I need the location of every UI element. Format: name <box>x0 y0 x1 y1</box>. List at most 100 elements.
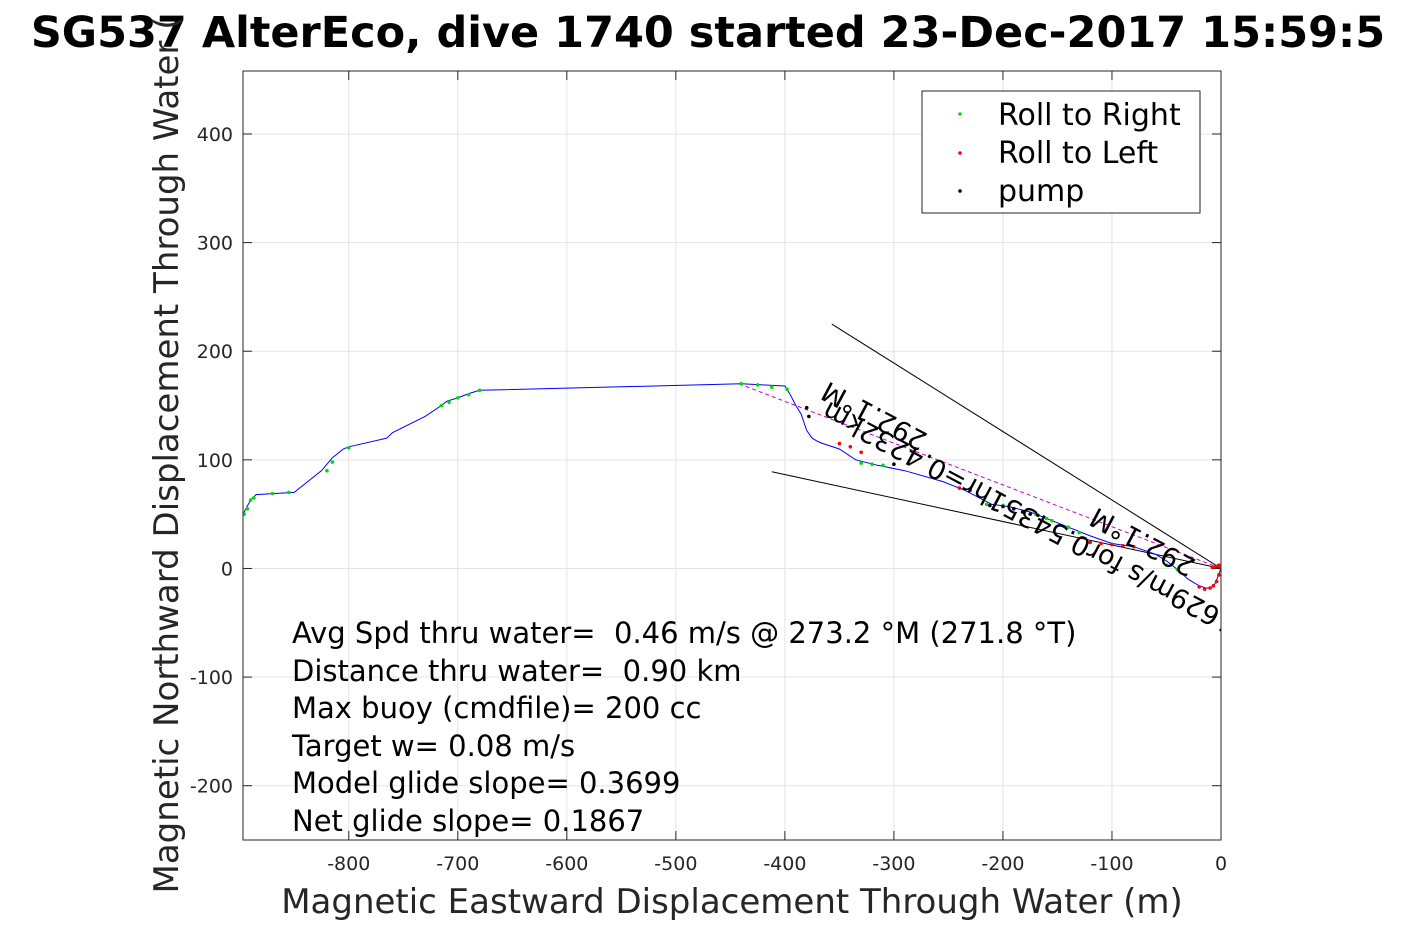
chart-title: SG537 AlterEco, dive 1740 started 23-Dec… <box>31 8 1385 58</box>
y-tick-label: 100 <box>197 450 233 472</box>
annotation-net-glide: Net glide slope= 0.1867 <box>292 804 644 838</box>
x-tick-label: -100 <box>1090 853 1133 875</box>
y-tick-labels: 400 300 200 100 0 -100 -200 <box>190 124 233 798</box>
y-tick-label: 200 <box>197 341 233 363</box>
y-tick-label: -100 <box>190 667 233 689</box>
pump-point <box>1012 506 1016 511</box>
roll-left-point <box>1202 587 1207 591</box>
y-axis-label: Magnetic Northward Displacement Through … <box>147 17 187 894</box>
roll-left-point <box>1099 541 1103 546</box>
roll-right-point <box>1175 567 1180 572</box>
roll-right-point <box>984 502 989 507</box>
roll-left-point <box>1213 564 1218 569</box>
y-tick-label: -200 <box>190 776 233 798</box>
plot-frame <box>242 70 1222 841</box>
roll-right-point <box>785 387 789 392</box>
roll-left-point <box>1210 565 1215 570</box>
roll-left-point <box>1088 540 1092 545</box>
roll-left-point <box>968 488 973 493</box>
roll-left-point <box>837 441 842 446</box>
roll-right-point <box>270 491 275 496</box>
roll-right-point <box>447 400 451 405</box>
legend-marker-roll-left <box>958 151 962 155</box>
roll-right-point <box>245 506 250 511</box>
pump-point <box>1020 510 1025 514</box>
roll-left-point <box>957 486 962 490</box>
roll-left-point <box>1208 586 1212 590</box>
legend-marker-roll-right <box>958 112 962 116</box>
roll-left-point <box>1121 543 1125 548</box>
legend-label-roll-right: Roll to Right <box>998 98 1181 133</box>
x-tick-label: -700 <box>436 853 479 875</box>
annotation-distance: Distance thru water= 0.90 km <box>292 654 742 688</box>
annotation-max-buoy: Max buoy (cmdfile)= 200 cc <box>292 691 701 725</box>
annotation-target-w: Target w= 0.08 m/s <box>291 729 575 763</box>
x-tick-label: -500 <box>654 853 697 875</box>
track-series <box>243 383 1221 589</box>
roll-left-point <box>859 450 864 455</box>
roll-left-point <box>1217 573 1221 577</box>
roll-left-point <box>1211 584 1216 588</box>
annotation-model-glide: Model glide slope= 0.3699 <box>292 766 680 800</box>
pump-point <box>1028 512 1032 516</box>
roll-right-point <box>325 468 329 473</box>
roll-left-point <box>1110 542 1114 547</box>
pump-point <box>807 414 811 419</box>
x-tick-label: -300 <box>872 853 915 875</box>
roll-left-point <box>1217 563 1221 568</box>
roll-right-point <box>330 460 335 464</box>
roll-markers <box>243 382 1221 591</box>
roll-right-point <box>859 461 864 465</box>
roll-right-point <box>346 446 351 450</box>
x-tick-label: -200 <box>981 853 1024 875</box>
roll-left-point <box>848 445 853 449</box>
roll-left-point <box>1214 579 1219 584</box>
legend-label-roll-left: Roll to Left <box>998 136 1158 171</box>
legend: Roll to Right Roll to Left pump <box>921 90 1201 214</box>
x-tick-label: -600 <box>545 853 588 875</box>
roll-right-point <box>1044 516 1049 521</box>
reference-line <box>831 323 1221 569</box>
pump-point <box>1036 513 1040 518</box>
x-tick-label: -800 <box>327 853 370 875</box>
roll-right-point <box>243 512 246 516</box>
reference-line <box>771 471 1221 569</box>
legend-marker-pump <box>958 189 962 193</box>
y-tick-label: 400 <box>197 124 233 146</box>
roll-right-point <box>1050 518 1054 523</box>
roll-right-point <box>870 462 874 466</box>
annotation-avg-speed: Avg Spd thru water= 0.46 m/s @ 273.2 °M … <box>292 616 1076 650</box>
legend-label-pump: pump <box>998 174 1084 209</box>
roll-left-point <box>1131 544 1136 549</box>
roll-left-point <box>1197 585 1201 589</box>
roll-right-point <box>755 383 760 387</box>
roll-right-point <box>455 396 460 400</box>
roll-right-point <box>286 490 291 495</box>
roll-right-point <box>881 463 885 468</box>
roll-right-point <box>477 388 482 393</box>
roll-right-point <box>252 496 256 500</box>
roll-right-point <box>1066 525 1071 529</box>
reference-line <box>738 383 1221 569</box>
stats-annotations: Avg Spd thru water= 0.46 m/s @ 273.2 °M … <box>291 616 1076 838</box>
x-tick-labels: -800 -700 -600 -500 -400 -300 -200 -100 0 <box>327 853 1227 875</box>
y-tick-label: 300 <box>197 233 233 255</box>
x-tick-label: 0 <box>1215 853 1227 875</box>
series-line <box>243 383 1221 589</box>
x-tick-label: -400 <box>763 853 806 875</box>
reference-lines <box>738 323 1221 569</box>
pump-point <box>1001 504 1005 509</box>
pump-point <box>988 503 992 508</box>
x-axis-label: Magnetic Eastward Displacement Through W… <box>281 882 1183 922</box>
roll-right-point <box>248 498 253 502</box>
roll-right-point <box>739 382 744 386</box>
roll-right-point <box>439 403 444 408</box>
pump-point <box>892 462 896 466</box>
roll-right-point <box>1164 563 1169 568</box>
roll-right-point <box>466 392 471 397</box>
roll-right-point <box>1077 530 1082 535</box>
roll-right-point <box>769 385 774 389</box>
legend-box <box>921 90 1201 214</box>
y-tick-label: 0 <box>221 558 233 580</box>
